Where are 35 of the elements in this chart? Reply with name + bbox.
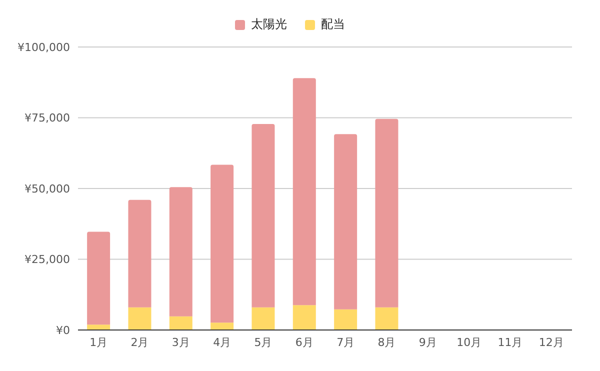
bar — [375, 118, 398, 308]
x-tick-label: 6月 — [295, 336, 314, 349]
bar — [128, 307, 152, 330]
bar — [87, 232, 110, 325]
bar — [252, 307, 275, 330]
x-tick-label: 7月 — [336, 336, 355, 349]
legend-label: 配当 — [320, 16, 345, 33]
x-tick-label: 3月 — [172, 336, 190, 349]
bar — [128, 200, 152, 308]
bar — [210, 164, 234, 323]
x-tick-label: 9月 — [418, 336, 437, 349]
bar — [375, 307, 398, 330]
bar — [169, 187, 192, 316]
y-tick-label: ¥0 — [56, 324, 70, 337]
x-tick-label: 10月 — [456, 336, 482, 349]
legend-label: 太陽光 — [250, 16, 287, 33]
bar — [252, 124, 275, 308]
bar — [334, 309, 358, 330]
x-tick-label: 4月 — [213, 336, 232, 349]
y-tick-label: ¥75,000 — [24, 112, 70, 125]
bar — [292, 78, 316, 306]
bar — [292, 305, 316, 330]
x-tick-label: 11月 — [498, 336, 523, 349]
y-tick-label: ¥25,000 — [24, 253, 70, 266]
bar — [169, 316, 192, 330]
x-tick-label: 8月 — [378, 336, 396, 349]
bar — [87, 324, 110, 330]
x-tick-label: 12月 — [538, 336, 564, 349]
x-tick-label: 5月 — [254, 336, 272, 349]
y-tick-label: ¥50,000 — [24, 182, 70, 196]
x-tick-label: 1月 — [90, 336, 108, 349]
bar — [334, 134, 358, 310]
x-tick-label: 2月 — [130, 336, 149, 349]
bar — [210, 322, 234, 330]
y-tick-label: ¥100,000 — [18, 40, 70, 54]
